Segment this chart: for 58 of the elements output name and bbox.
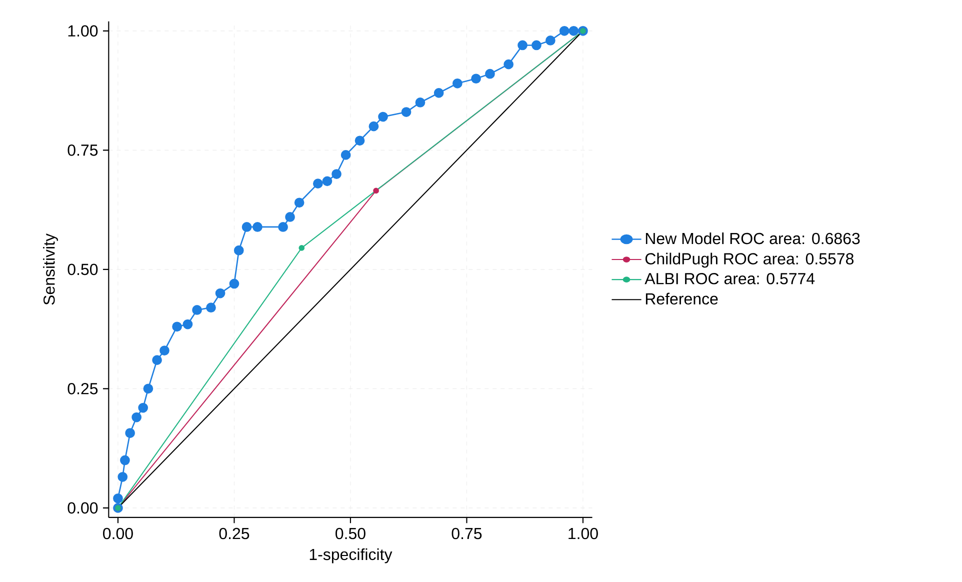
point (354, 136, 365, 146)
point (125, 428, 135, 438)
point (252, 222, 262, 232)
point (294, 198, 304, 208)
point (532, 40, 542, 50)
point (206, 302, 216, 313)
point (298, 245, 305, 251)
point (373, 188, 379, 194)
point (182, 319, 193, 330)
point (504, 59, 514, 70)
point (229, 278, 240, 289)
y-tick-label: 0.00 (68, 502, 98, 514)
point (285, 212, 295, 222)
point (471, 74, 481, 84)
point (152, 355, 162, 365)
legend-label: ALBI ROC area: 0.5774 (644, 272, 815, 284)
point (332, 169, 342, 179)
y-tick-label: 0.25 (68, 383, 98, 394)
legend-label: Reference (646, 292, 718, 305)
x-tick-label: 0.50 (336, 528, 366, 540)
point (568, 26, 579, 36)
point (452, 78, 462, 88)
point (215, 288, 226, 298)
y-tick-label: 0.50 (68, 264, 98, 276)
point (434, 88, 444, 98)
point (120, 455, 130, 466)
point (340, 150, 351, 160)
x-tick-label: 1.00 (568, 528, 598, 540)
point (559, 26, 570, 36)
point (415, 98, 426, 108)
point (545, 36, 556, 46)
point (485, 68, 495, 79)
x-axis-title: 1-specificity (310, 548, 392, 564)
x-tick-label: 0.00 (103, 528, 133, 540)
point (278, 222, 288, 232)
legend-label: ChildPugh ROC area: 0.5578 (645, 252, 854, 268)
y-axis-title: Sensitivity (43, 233, 58, 305)
point (143, 384, 154, 394)
point (118, 472, 128, 482)
legend-label: New Model ROC area: 0.6863 (646, 232, 860, 244)
point (368, 121, 379, 132)
point (160, 346, 170, 356)
y-tick-label: 0.75 (68, 144, 98, 156)
point (113, 493, 123, 504)
point (378, 112, 388, 122)
point (518, 40, 528, 50)
x-tick-label: 0.75 (452, 528, 482, 540)
point (234, 245, 244, 256)
point (132, 412, 142, 422)
point (242, 222, 252, 232)
point (192, 305, 202, 315)
point (312, 178, 323, 188)
point (172, 322, 182, 332)
point (322, 176, 332, 186)
point (401, 107, 412, 117)
x-tick-label: 0.25 (219, 528, 250, 540)
point (138, 402, 148, 413)
y-tick-label: 1.00 (68, 25, 98, 37)
